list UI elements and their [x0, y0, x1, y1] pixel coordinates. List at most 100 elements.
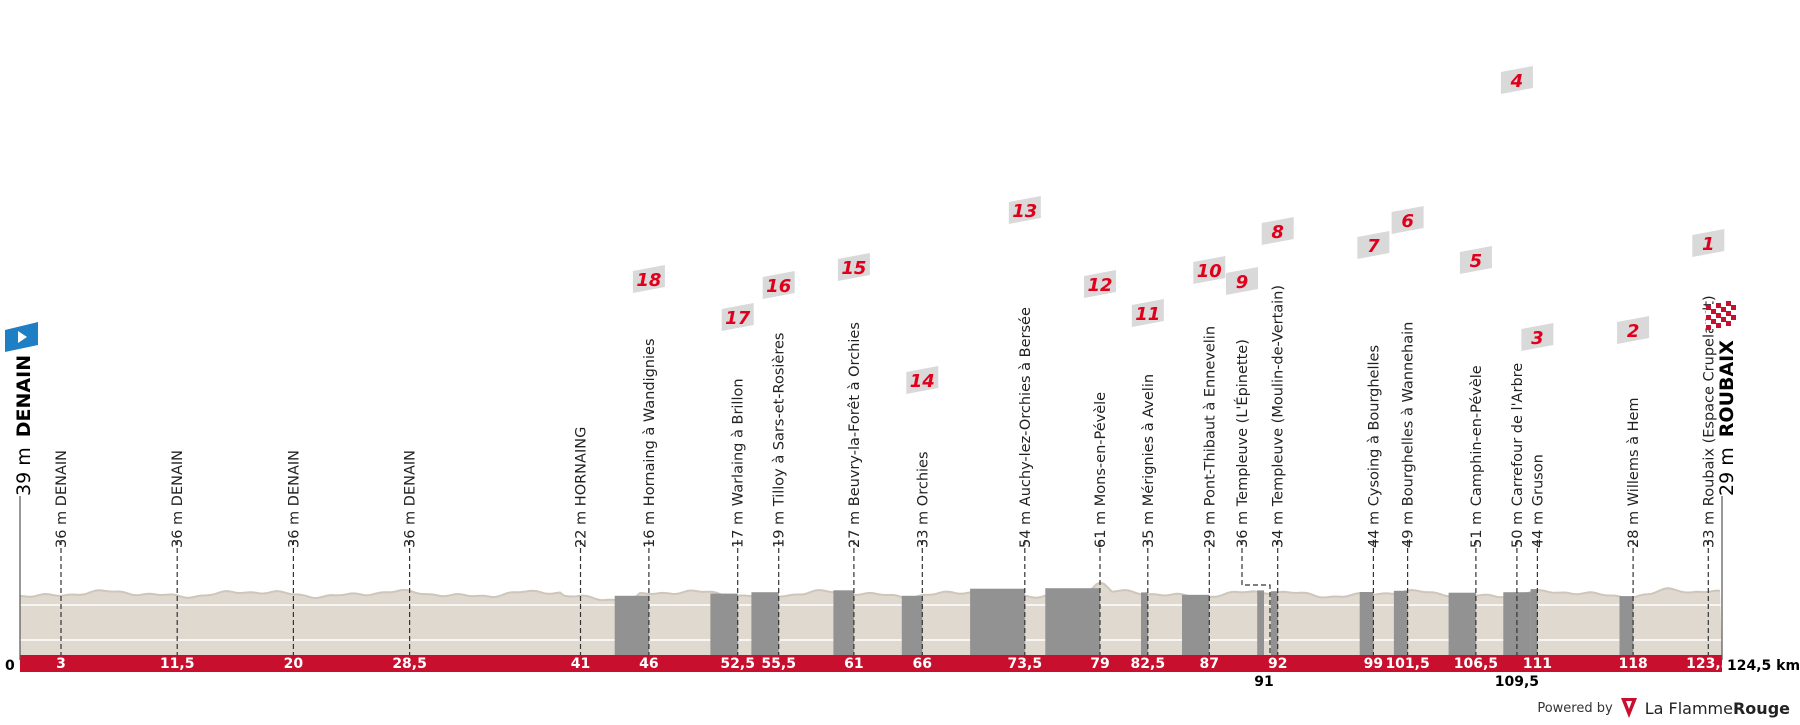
flag-number: 13 [1012, 201, 1037, 222]
sector-flags: 18 17 16 15 14 13 12 11 10 9 8 76 5 4 3 2 1 [632, 66, 1725, 394]
km-label: 46 [639, 656, 658, 672]
flag-number: 8 [1271, 222, 1284, 243]
cobble-sector-9 [1257, 590, 1264, 655]
checker-square [1706, 325, 1711, 330]
powered-by-text: Powered by [1537, 700, 1613, 716]
km-label: 52,5 [720, 656, 755, 672]
waypoint-label: 36 m DENAIN [286, 450, 302, 548]
checker-square [1711, 319, 1716, 324]
sector-flag-5: 5 [1459, 246, 1492, 274]
flag-shape [762, 271, 795, 299]
flag-number: 6 [1401, 211, 1414, 232]
flag-number: 15 [841, 258, 866, 279]
cobble-sector-10 [1182, 594, 1210, 655]
checker-square [1716, 318, 1721, 323]
waypoint-labels: 36 m DENAIN 36 m DENAIN 36 m DENAIN 36 m DE… [54, 285, 1717, 548]
waypoint-label: 34 m Templeuve (Moulin-de-Vertain) [1271, 285, 1287, 548]
sector-flag-14: 14 [906, 366, 939, 394]
waypoint-lines [60, 540, 1709, 655]
flag-shape [1500, 66, 1533, 94]
flag-shape [1226, 267, 1258, 295]
checker-square [1716, 313, 1721, 318]
axis-end: 124,5 km [1727, 658, 1800, 674]
checker-square [1711, 314, 1716, 319]
waypoint-label: 50 m Carrefour de l'Arbre [1510, 363, 1526, 548]
waypoint-label: 28 m Willems à Hem [1626, 397, 1642, 548]
sector-flag-9: 9 [1226, 267, 1258, 295]
finish-checkered-flag-icon [1706, 300, 1736, 330]
km-label: 111 [1523, 656, 1552, 672]
km-label: 123,5 [1686, 656, 1730, 672]
flag-shape [1008, 196, 1041, 224]
brand-name: La FlammeRouge [1644, 698, 1790, 718]
waypoint-label: 35 m Mérignies à Avelin [1141, 374, 1157, 548]
checker-square [1706, 305, 1711, 310]
checker-square [1721, 317, 1726, 322]
waypoint-label: 36 m DENAIN [54, 450, 70, 548]
flag-number: 9 [1236, 272, 1249, 293]
waypoint-line [1241, 540, 1271, 655]
flag-number: 10 [1197, 261, 1222, 282]
flag-shape [1459, 246, 1492, 274]
flag-shape [1617, 316, 1650, 344]
km-label: 61 [844, 656, 863, 672]
checker-square [1731, 300, 1736, 305]
km-label: 106,5 [1454, 656, 1498, 672]
sector-flag-10: 10 [1193, 256, 1226, 284]
waypoint-label: 33 m Orchies [915, 451, 931, 548]
start-marker: 39 m DENAIN [5, 322, 38, 660]
sector-flag-2: 2 [1617, 316, 1650, 344]
km-label: 3 [56, 656, 66, 672]
km-label: 55,5 [761, 656, 796, 672]
cobble-sector-6 [1393, 590, 1408, 655]
flag-number: 5 [1470, 251, 1483, 272]
flag-shape [1084, 270, 1116, 298]
play-icon [18, 331, 27, 343]
cobble-sector-15 [833, 590, 854, 655]
flag-shape [1131, 299, 1164, 327]
flag-number: 18 [636, 270, 661, 291]
sector-flag-11: 11 [1131, 299, 1164, 327]
distance-bar: 3 11,5 20 28,5 41 46 52,5 55,5 61 66 73,5 79 82,5 87 9… [20, 655, 1730, 690]
axis-zero: 0 [5, 658, 15, 674]
sector-flag-1: 1 [1692, 229, 1725, 257]
flag-number: 2 [1627, 321, 1640, 342]
checker-square [1711, 309, 1716, 314]
cobble-sector-8 [1270, 591, 1278, 655]
footer: Powered by La FlammeRouge [1537, 697, 1790, 719]
km-label: 118 [1618, 656, 1647, 672]
waypoint-label: 44 m Cysoing à Bourghelles [1366, 345, 1382, 548]
checker-square [1706, 320, 1711, 325]
sector-flag-15: 15 [837, 253, 870, 281]
km-label: 101,5 [1385, 656, 1429, 672]
cobble-sector-2 [1619, 596, 1634, 655]
cobble-sector-7 [1359, 592, 1374, 655]
cobble-sector-13 [970, 588, 1025, 655]
distance-bar-fill [20, 655, 1722, 672]
sector-flag-4: 4 [1500, 66, 1533, 94]
checker-square [1721, 312, 1726, 317]
checker-square [1731, 315, 1736, 320]
flag-number: 7 [1367, 236, 1380, 257]
flag-shape [1357, 231, 1390, 259]
checker-square [1731, 320, 1736, 325]
sector-flag-8: 8 [1261, 217, 1294, 245]
profile-area [20, 582, 1722, 655]
waypoint-label: 19 m Tilloy à Sars-et-Rosières [772, 333, 788, 548]
flag-number: 17 [725, 308, 751, 329]
waypoint-label: 51 m Camphin-en-Pévèle [1469, 365, 1485, 548]
km-label: 73,5 [1008, 656, 1043, 672]
checker-square [1716, 303, 1721, 308]
waypoint-label: 36 m DENAIN [170, 450, 186, 548]
waypoint-label: 17 m Warlaing à Brillon [731, 378, 747, 548]
checker-square [1716, 323, 1721, 328]
waypoint-label: 22 m HORNAING [574, 427, 590, 548]
km-label: 82,5 [1131, 656, 1166, 672]
km-label: 20 [284, 656, 304, 672]
checker-square [1731, 310, 1736, 315]
checker-square [1726, 301, 1731, 306]
cobble-sector-18 [614, 595, 649, 655]
flag-number: 4 [1510, 71, 1524, 92]
flag-number: 14 [910, 371, 935, 392]
checker-square [1721, 307, 1726, 312]
